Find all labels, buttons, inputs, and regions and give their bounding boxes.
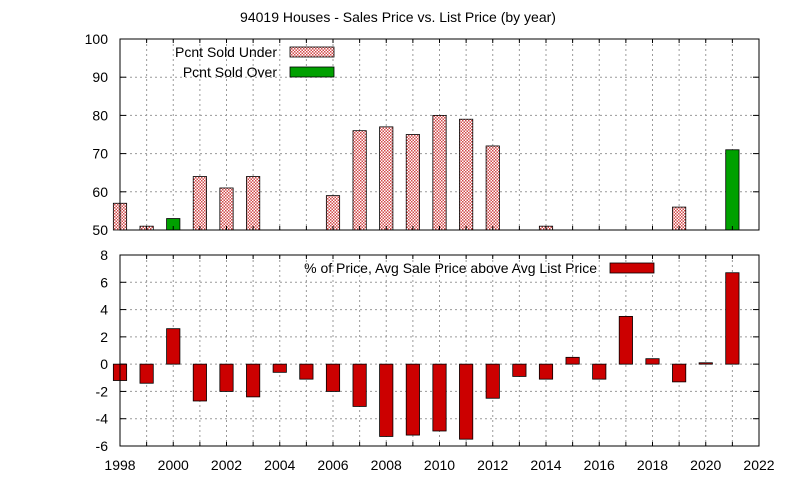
bar-2000-series-1 — [166, 328, 181, 365]
x-tick-label: 2010 — [424, 457, 455, 473]
bar-2002-series-1 — [219, 363, 234, 392]
x-tick-label: 2020 — [690, 457, 721, 473]
x-tick-label: 2002 — [211, 457, 242, 473]
y-tick-label: 100 — [85, 31, 109, 47]
bar-2011-series-1 — [459, 363, 474, 440]
x-tick-label: 2008 — [371, 457, 402, 473]
bar-2001-series-1 — [192, 176, 207, 231]
bar-2001-series-1 — [192, 363, 207, 402]
bar-2021-series-1 — [725, 272, 740, 365]
legend-swatch-1 — [609, 262, 655, 274]
x-tick-label: 2000 — [158, 457, 189, 473]
bar-2006-series-1 — [325, 363, 341, 392]
bar-2017-series-1 — [618, 315, 633, 365]
chart-title: 94019 Houses - Sales Price vs. List Pric… — [240, 9, 556, 25]
chart-panel-2: -6 -4 -2 0 2 4 6 8 1998 2000 2002 2004 2006 2008 2010 2… — [96, 247, 775, 473]
y-tick-label: 2 — [100, 329, 108, 345]
bar-2006-series-1 — [325, 195, 341, 231]
x-tick-label: 2014 — [530, 457, 561, 473]
legend-swatch-1 — [289, 46, 335, 58]
x-tick-label: 2012 — [477, 457, 508, 473]
bar-2010-series-1 — [432, 363, 447, 432]
legend-swatch-2 — [289, 66, 335, 78]
y-tick-label: -4 — [96, 411, 109, 427]
y-tick-label: 90 — [92, 69, 108, 85]
y-tick-label: 70 — [92, 146, 108, 162]
legend-label-1: % of Price, Avg Sale Price above Avg Lis… — [304, 260, 597, 276]
chart-panel-1: 50 60 70 80 90 100 Pcnt Sold Under Pcnt Sold Ov… — [85, 31, 760, 238]
x-tick-label: 2006 — [317, 457, 348, 473]
bar-2012-series-1 — [485, 145, 500, 231]
y-tick-label: -6 — [96, 438, 109, 454]
x-tick-label: 1998 — [104, 457, 135, 473]
y-tick-label: 50 — [92, 222, 108, 238]
bar-2007-series-1 — [352, 363, 367, 407]
bar-2004-series-1 — [272, 363, 287, 373]
legend-label-2: Pcnt Sold Over — [183, 64, 277, 80]
bar-2013-series-1 — [512, 363, 527, 377]
bar-1999-series-1 — [139, 363, 154, 384]
bar-2020-series-1 — [698, 362, 713, 365]
bar-2003-series-1 — [246, 363, 261, 398]
y-tick-label: 8 — [100, 247, 108, 263]
bar-2008-series-1 — [379, 126, 394, 231]
bar-2005-series-1 — [299, 363, 314, 380]
y-tick-label: 4 — [100, 302, 108, 318]
bar-2008-series-1 — [379, 363, 394, 437]
y-tick-label: 6 — [100, 274, 108, 290]
x-tick-label: 2022 — [743, 457, 774, 473]
bar-2002-series-1 — [219, 187, 234, 231]
bar-2018-series-1 — [645, 358, 660, 365]
legend-label-1: Pcnt Sold Under — [175, 44, 277, 60]
y-tick-label: -2 — [96, 383, 109, 399]
bar-2015-series-1 — [565, 356, 580, 365]
bar-2003-series-1 — [246, 176, 261, 231]
bar-2021-series-2 — [725, 149, 740, 231]
bar-2009-series-1 — [405, 134, 420, 231]
bar-2009-series-1 — [405, 363, 420, 436]
x-tick-label: 2016 — [584, 457, 615, 473]
bar-2016-series-1 — [592, 363, 607, 380]
y-tick-label: 60 — [92, 184, 108, 200]
bar-2011-series-1 — [459, 118, 474, 231]
bar-2012-series-1 — [485, 363, 500, 399]
y-tick-label: 80 — [92, 107, 108, 123]
bar-2007-series-1 — [352, 130, 367, 231]
y-tick-label: 0 — [100, 356, 108, 372]
x-tick-label: 2004 — [264, 457, 295, 473]
bar-2014-series-1 — [538, 363, 554, 380]
bar-2010-series-1 — [432, 115, 447, 231]
bar-2019-series-1 — [672, 363, 687, 383]
x-tick-label: 2018 — [637, 457, 668, 473]
